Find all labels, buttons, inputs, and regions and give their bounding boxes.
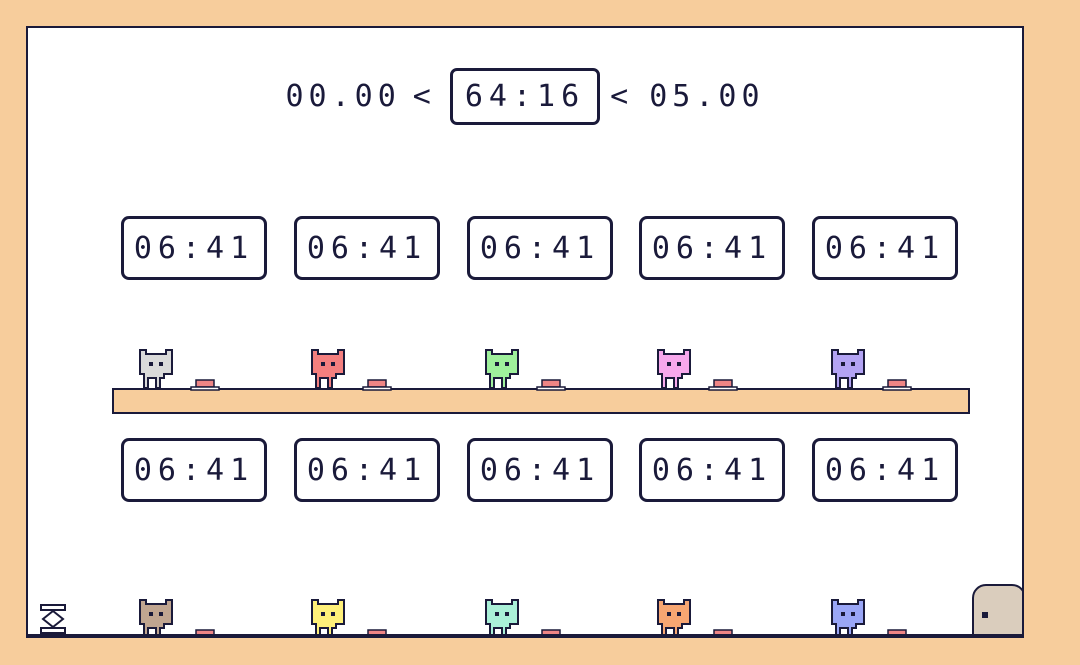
middle-platform xyxy=(112,388,970,414)
less-than-symbol: < xyxy=(610,78,634,114)
player-timer-top-3: 06:41 xyxy=(467,216,613,280)
spring-icon xyxy=(40,604,66,634)
brown-cat-icon xyxy=(138,598,174,636)
door-knob xyxy=(982,612,988,618)
floor-button-icon xyxy=(190,626,220,636)
orange-cat-icon xyxy=(656,598,692,636)
gray-cat-icon xyxy=(138,348,174,390)
purple-cat-icon xyxy=(830,348,866,390)
floor-button-icon xyxy=(708,376,738,391)
upper-limit: 05.00 xyxy=(649,78,765,114)
player-timer-top-5: 06:41 xyxy=(812,216,958,280)
green-cat-icon xyxy=(484,348,520,390)
red-cat-icon xyxy=(310,348,346,390)
main-timer: 64:16 xyxy=(449,67,601,125)
floor-button-icon xyxy=(882,626,912,636)
player-timer-bottom-5: 06:41 xyxy=(812,438,958,502)
lower-limit: 00.00 xyxy=(285,78,401,114)
yellow-cat-icon xyxy=(310,598,346,636)
blue-cat-icon xyxy=(830,598,866,636)
player-timer-bottom-1: 06:41 xyxy=(121,438,267,502)
player-timer-top-4: 06:41 xyxy=(639,216,785,280)
mint-cat-icon xyxy=(484,598,520,636)
floor-button-icon xyxy=(362,626,392,636)
floor-button-icon xyxy=(536,376,566,391)
player-timer-top-2: 06:41 xyxy=(294,216,440,280)
floor-button-icon xyxy=(882,376,912,391)
exit-door-icon xyxy=(972,584,1022,636)
timer-hud: 00.00 < 64:16 < 05.00 xyxy=(28,61,1022,131)
game-stage: 00.00 < 64:16 < 05.00 06:41 06:41 06:41 06:… xyxy=(26,26,1024,638)
pink-cat-icon xyxy=(656,348,692,390)
player-timer-bottom-2: 06:41 xyxy=(294,438,440,502)
floor-button-icon xyxy=(536,626,566,636)
floor xyxy=(28,634,1022,636)
floor-button-icon xyxy=(708,626,738,636)
player-timer-bottom-3: 06:41 xyxy=(467,438,613,502)
less-than-symbol: < xyxy=(412,78,436,114)
player-timer-top-1: 06:41 xyxy=(121,216,267,280)
player-timer-bottom-4: 06:41 xyxy=(639,438,785,502)
floor-button-icon xyxy=(362,376,392,391)
floor-button-icon xyxy=(190,376,220,391)
